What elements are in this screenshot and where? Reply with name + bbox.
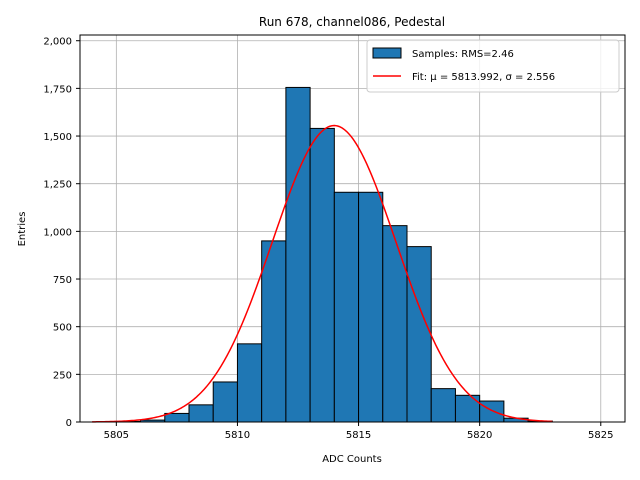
- histogram-bar: [261, 240, 287, 423]
- histogram-bar: [333, 191, 360, 423]
- histogram-bar: [454, 394, 481, 423]
- histogram-bar: [430, 388, 456, 423]
- plot-frame: [79, 34, 626, 423]
- histogram-bar: [479, 400, 505, 423]
- histogram-bar: [188, 404, 214, 423]
- y-tick-label: 1,750: [43, 84, 72, 95]
- legend-box: [366, 39, 620, 93]
- histogram-bar: [236, 343, 263, 423]
- x-axis-label: ADC Counts: [322, 454, 382, 465]
- y-tick-label: 1,000: [43, 227, 72, 238]
- chart-title: Run 678, channel086, Pedestal: [259, 15, 445, 29]
- x-axis-ticks: 5805 5810 5815 5820 5825: [104, 422, 614, 441]
- x-tick-label: 5815: [346, 430, 371, 441]
- fit-curve-group: [92, 124, 553, 423]
- histogram-bar: [406, 246, 432, 423]
- y-axis-label: Entries: [17, 212, 28, 247]
- histogram-bar: [382, 225, 408, 423]
- y-tick-label: 1,500: [43, 132, 72, 143]
- x-tick-label: 5825: [588, 430, 613, 441]
- x-tick-label: 5820: [467, 430, 492, 441]
- legend-fit-label: Fit: μ = 5813.992, σ = 2.556: [412, 72, 555, 83]
- y-tick-label: 2,000: [43, 37, 72, 48]
- x-tick-label: 5810: [225, 430, 250, 441]
- legend: Samples: RMS=2.46 Fit: μ = 5813.992, σ =…: [366, 39, 620, 93]
- y-tick-label: 250: [53, 370, 72, 381]
- y-axis-ticks: 0 250 500 750 1,000 1,250 1,500 1,750 2,000: [43, 37, 80, 429]
- legend-samples-label: Samples: RMS=2.46: [412, 49, 514, 60]
- y-tick-label: 500: [53, 323, 72, 334]
- x-tick-label: 5805: [104, 430, 129, 441]
- histogram-bar: [212, 381, 238, 423]
- histogram-bar: [285, 86, 311, 423]
- y-tick-label: 750: [53, 275, 72, 286]
- histogram-bar: [309, 127, 335, 423]
- y-tick-label: 0: [66, 418, 72, 429]
- histogram-bar: [358, 191, 384, 423]
- histogram-bar: [164, 412, 190, 423]
- y-tick-label: 1,250: [43, 180, 72, 191]
- legend-samples-swatch: [372, 47, 402, 59]
- fit-curve: [92, 124, 553, 423]
- histogram-bars: [115, 86, 553, 423]
